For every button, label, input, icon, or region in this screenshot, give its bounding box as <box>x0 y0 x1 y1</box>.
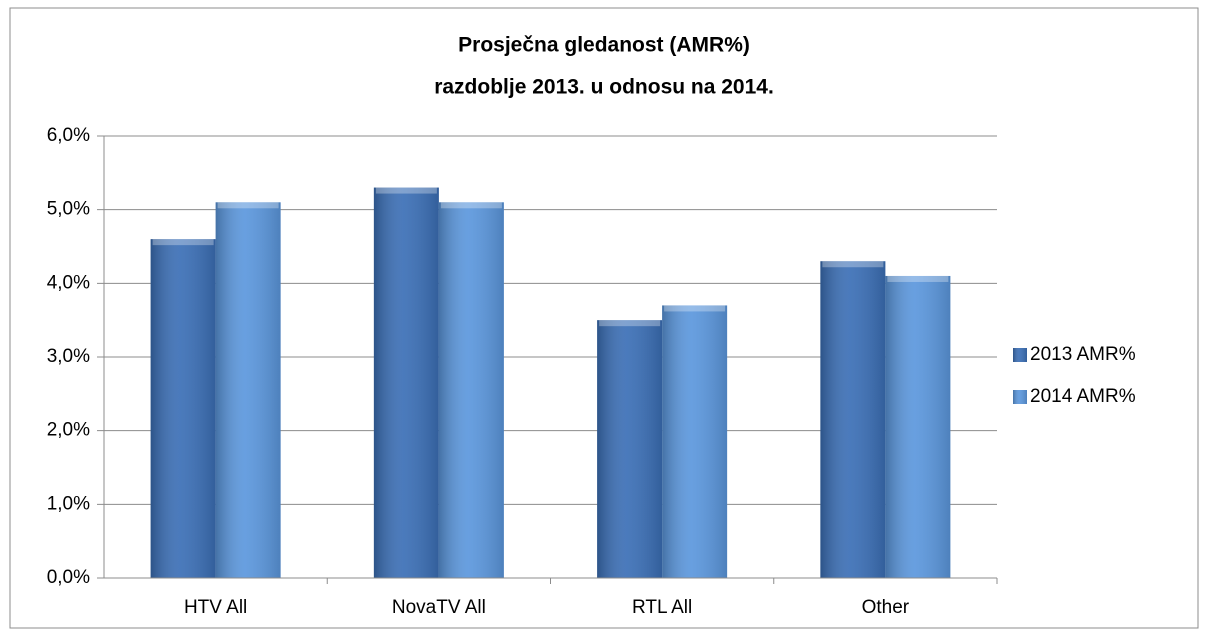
bar-cap <box>664 305 726 312</box>
bar-cap <box>440 202 502 209</box>
legend-swatch-shade <box>1013 390 1027 404</box>
bar-shade <box>597 320 663 578</box>
y-tick-label: 4,0% <box>47 272 90 293</box>
legend-label: 2014 AMR% <box>1030 386 1136 407</box>
bar-shade <box>373 187 439 579</box>
bar-cap <box>217 202 279 209</box>
legend-label: 2013 AMR% <box>1030 344 1136 365</box>
y-tick-label: 6,0% <box>47 125 90 146</box>
x-tick-label: HTV All <box>184 597 247 618</box>
chart-subtitle: razdoblje 2013. u odnosu na 2014. <box>434 76 774 99</box>
y-tick-label: 5,0% <box>47 199 90 220</box>
bar-shade <box>215 202 281 579</box>
bar-cap <box>822 261 884 268</box>
legend-swatch-shade <box>1013 348 1027 362</box>
y-tick-label: 1,0% <box>47 493 90 514</box>
bar-shade <box>885 275 951 578</box>
y-tick-label: 3,0% <box>47 346 90 367</box>
x-tick-label: Other <box>862 597 910 618</box>
bar-cap <box>375 187 437 194</box>
y-tick-label: 2,0% <box>47 420 90 441</box>
bar-shade <box>438 202 504 579</box>
x-tick-label: RTL All <box>632 597 692 618</box>
chart-title: Prosječna gledanost (AMR%) <box>458 34 750 57</box>
bar-cap <box>152 239 214 246</box>
bar-shade <box>662 305 728 578</box>
bar-cap <box>887 275 949 282</box>
bar-shade <box>150 239 216 578</box>
y-tick-label: 0,0% <box>47 567 90 588</box>
x-tick-label: NovaTV All <box>392 597 486 618</box>
bar-shade <box>820 261 886 578</box>
bar-cap <box>599 320 661 327</box>
